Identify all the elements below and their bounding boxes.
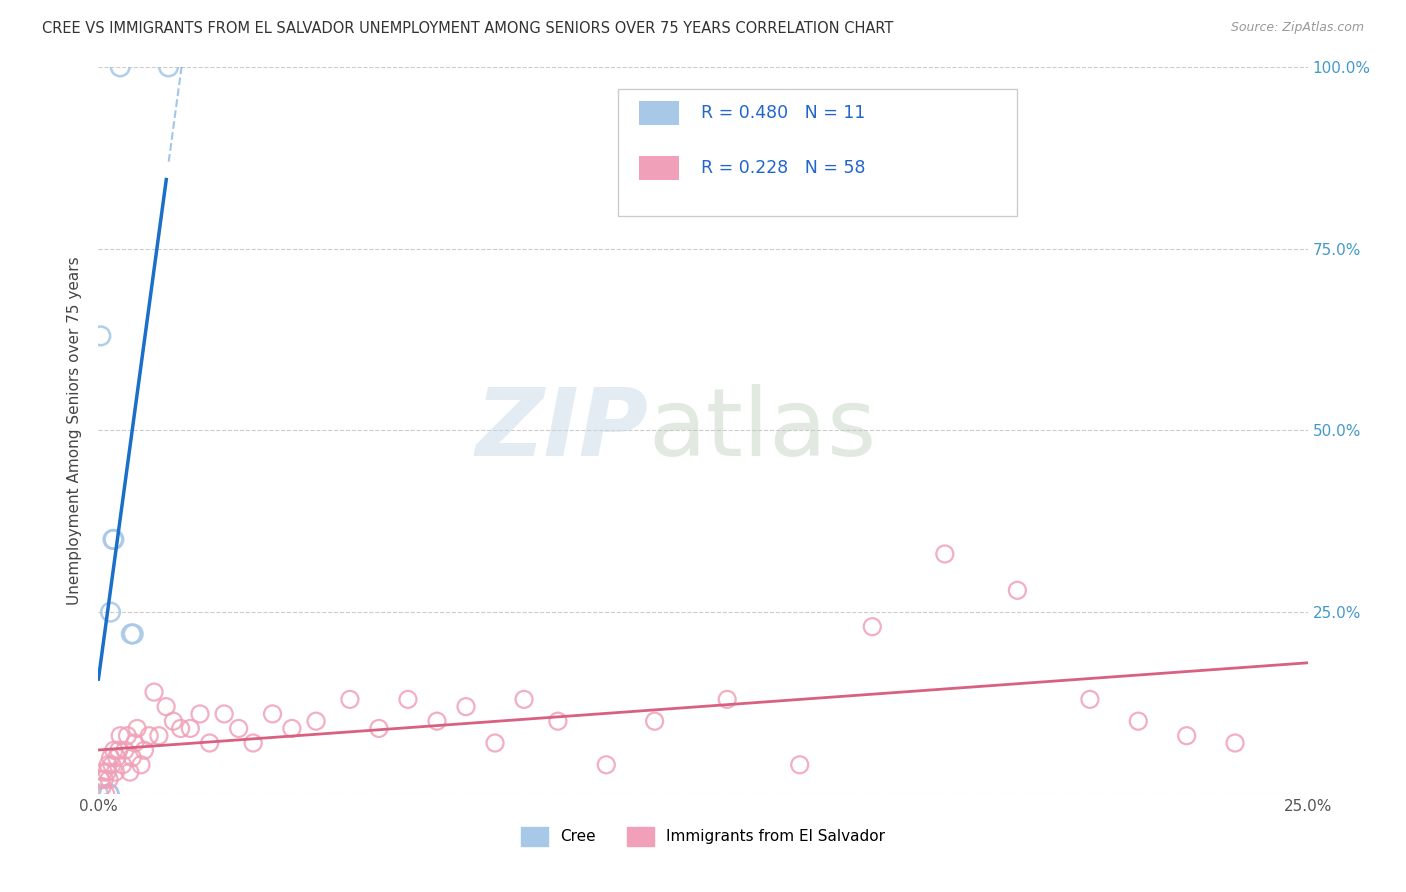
Point: [396, 692, 419, 706]
Point: [114, 743, 136, 757]
Point: [100, 750, 122, 764]
Text: CREE VS IMMIGRANTS FROM EL SALVADOR UNEMPLOYMENT AMONG SENIORS OVER 75 YEARS COR: CREE VS IMMIGRANTS FROM EL SALVADOR UNEM…: [42, 21, 894, 36]
Point: [103, 743, 125, 757]
Point: [93, 772, 115, 787]
Point: [860, 620, 883, 634]
Point: [98, 772, 121, 787]
Point: [107, 743, 129, 757]
Point: [1175, 729, 1198, 743]
Text: atlas: atlas: [648, 384, 877, 476]
Point: [716, 692, 738, 706]
Point: [484, 736, 506, 750]
Point: [179, 722, 201, 736]
Point: [134, 743, 156, 757]
FancyBboxPatch shape: [638, 101, 679, 125]
Point: [305, 714, 328, 728]
Point: [111, 757, 134, 772]
Point: [281, 722, 304, 736]
Point: [120, 627, 142, 641]
Point: [108, 729, 131, 743]
Point: [91, 765, 114, 780]
Point: [90, 329, 112, 343]
Point: [90, 772, 112, 787]
Point: [262, 706, 284, 721]
Point: [104, 765, 127, 780]
Point: [169, 722, 191, 736]
Point: [94, 787, 117, 801]
Point: [368, 722, 391, 736]
Point: [98, 787, 121, 801]
Point: [118, 765, 141, 780]
Point: [1223, 736, 1246, 750]
FancyBboxPatch shape: [619, 88, 1018, 216]
Point: [101, 757, 124, 772]
Point: [87, 787, 110, 801]
Point: [242, 736, 264, 750]
Point: [97, 757, 120, 772]
Text: R = 0.228   N = 58: R = 0.228 N = 58: [700, 159, 865, 177]
Point: [100, 605, 122, 619]
Point: [198, 736, 221, 750]
Point: [91, 780, 114, 794]
Point: [513, 692, 536, 706]
Point: [105, 750, 128, 764]
Point: [103, 533, 125, 547]
Point: [129, 757, 152, 772]
Point: [117, 729, 139, 743]
Point: [595, 757, 617, 772]
Point: [127, 722, 149, 736]
Point: [188, 706, 211, 721]
Y-axis label: Unemployment Among Seniors over 75 years: Unemployment Among Seniors over 75 years: [67, 256, 83, 605]
FancyBboxPatch shape: [638, 155, 679, 179]
Point: [162, 714, 184, 728]
Point: [228, 722, 250, 736]
Point: [426, 714, 449, 728]
Point: [454, 699, 477, 714]
Point: [138, 729, 160, 743]
Point: [644, 714, 666, 728]
Text: R = 0.480   N = 11: R = 0.480 N = 11: [700, 104, 865, 122]
Point: [124, 736, 146, 750]
Point: [1078, 692, 1101, 706]
Point: [1007, 583, 1029, 598]
Point: [339, 692, 361, 706]
Point: [96, 765, 118, 780]
Legend: Cree, Immigrants from El Salvador: Cree, Immigrants from El Salvador: [515, 821, 891, 852]
Point: [1128, 714, 1150, 728]
Point: [101, 533, 124, 547]
Point: [121, 750, 143, 764]
Point: [122, 627, 145, 641]
Point: [98, 787, 121, 801]
Point: [148, 729, 170, 743]
Point: [547, 714, 569, 728]
Point: [212, 706, 235, 721]
Point: [157, 60, 180, 74]
Point: [155, 699, 177, 714]
Point: [934, 547, 956, 561]
Point: [143, 685, 166, 699]
Text: Source: ZipAtlas.com: Source: ZipAtlas.com: [1230, 21, 1364, 34]
Text: ZIP: ZIP: [475, 384, 648, 476]
Point: [108, 60, 131, 74]
Point: [789, 757, 811, 772]
